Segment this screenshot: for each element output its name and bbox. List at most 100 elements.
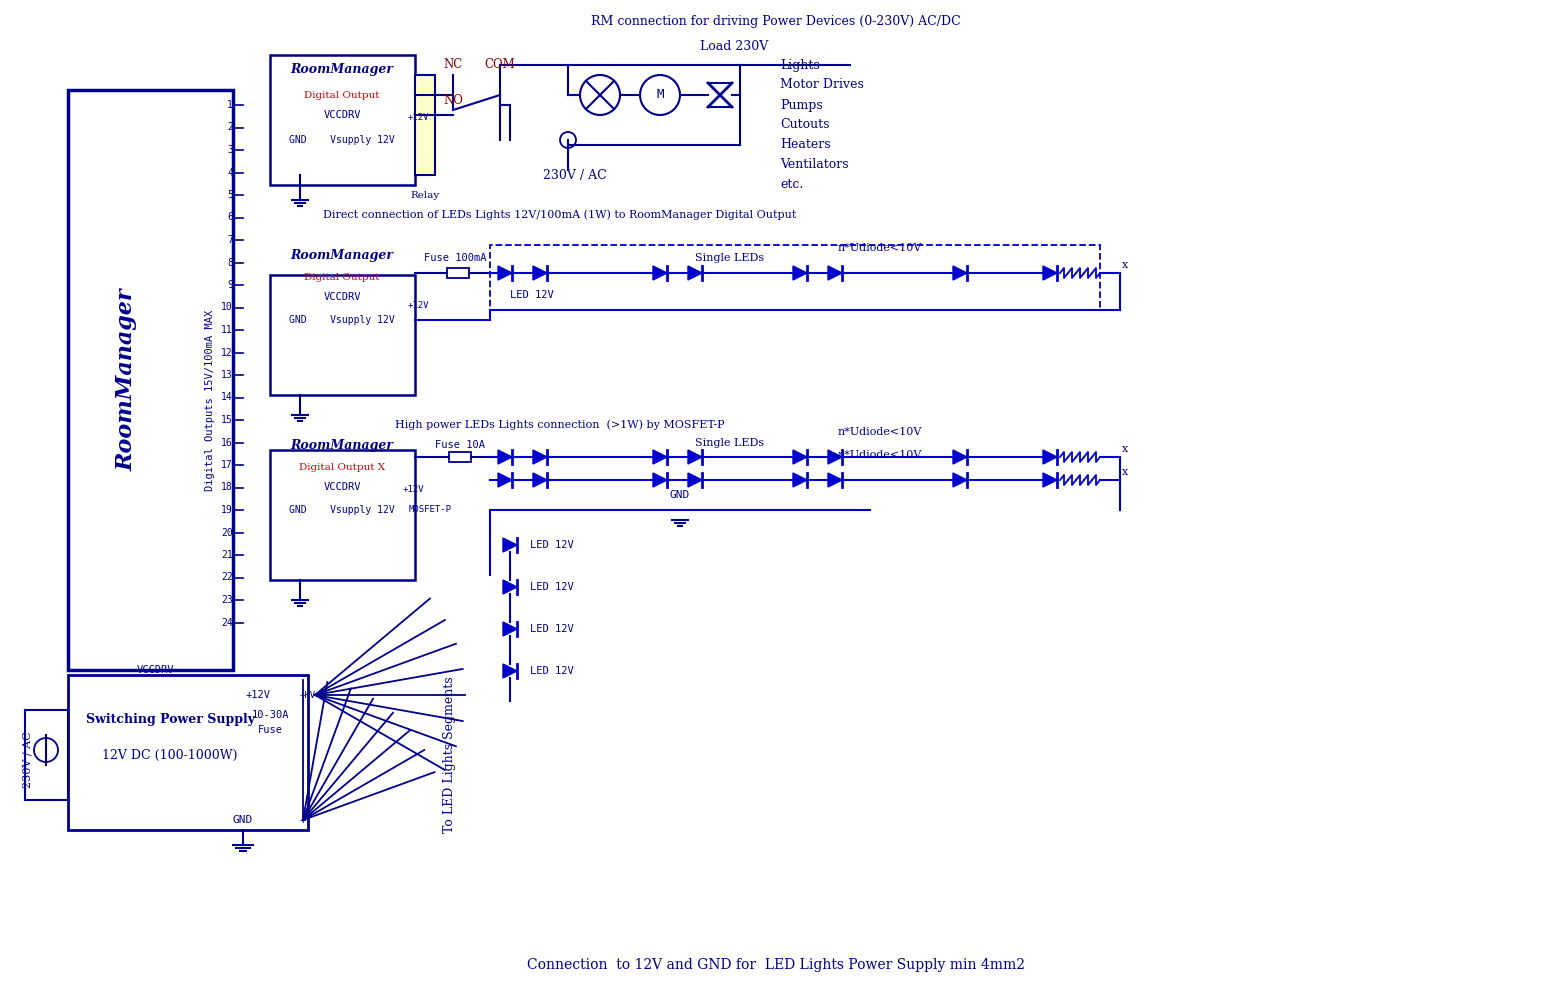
Text: +12V: +12V bbox=[407, 301, 429, 310]
Text: 7: 7 bbox=[227, 235, 233, 245]
Text: +HV: +HV bbox=[300, 690, 317, 700]
Text: 17: 17 bbox=[221, 460, 233, 470]
Polygon shape bbox=[503, 664, 517, 678]
Bar bbox=[449, 452, 471, 462]
Bar bbox=[68, 675, 307, 830]
Text: Direct connection of LEDs Lights 12V/100mA (1W) to RoomManager Digital Output: Direct connection of LEDs Lights 12V/100… bbox=[323, 209, 797, 220]
Text: Cutouts: Cutouts bbox=[780, 119, 829, 132]
Text: Digital Output: Digital Output bbox=[304, 90, 380, 99]
Text: 230V / AC: 230V / AC bbox=[23, 731, 33, 788]
Text: x: x bbox=[1121, 444, 1127, 454]
Text: NO: NO bbox=[443, 93, 463, 106]
Text: LED 12V: LED 12V bbox=[530, 582, 573, 592]
Text: 21: 21 bbox=[221, 550, 233, 560]
Bar bbox=[447, 268, 469, 278]
Text: 11: 11 bbox=[221, 325, 233, 335]
Polygon shape bbox=[503, 580, 517, 594]
Polygon shape bbox=[499, 266, 512, 280]
Polygon shape bbox=[688, 266, 702, 280]
Text: 5: 5 bbox=[227, 190, 233, 200]
Text: RM connection for driving Power Devices (0-230V) AC/DC: RM connection for driving Power Devices … bbox=[592, 16, 961, 29]
Text: n*Udiode<10V: n*Udiode<10V bbox=[837, 450, 922, 460]
Polygon shape bbox=[828, 473, 842, 487]
Text: Digital Output X: Digital Output X bbox=[298, 462, 385, 472]
Text: GND    Vsupply 12V: GND Vsupply 12V bbox=[289, 315, 394, 325]
Text: LED 12V: LED 12V bbox=[509, 290, 554, 300]
Text: 4: 4 bbox=[227, 167, 233, 178]
Text: 6: 6 bbox=[227, 212, 233, 222]
Text: 12: 12 bbox=[221, 348, 233, 358]
Text: etc.: etc. bbox=[780, 179, 803, 192]
Polygon shape bbox=[1044, 266, 1058, 280]
Polygon shape bbox=[794, 450, 808, 464]
Polygon shape bbox=[533, 450, 547, 464]
Polygon shape bbox=[499, 473, 512, 487]
Polygon shape bbox=[828, 450, 842, 464]
Text: +12V: +12V bbox=[245, 690, 270, 700]
Text: To LED Lights Segments: To LED Lights Segments bbox=[444, 676, 457, 834]
Polygon shape bbox=[954, 473, 968, 487]
Polygon shape bbox=[688, 450, 702, 464]
Polygon shape bbox=[954, 450, 968, 464]
Polygon shape bbox=[652, 473, 666, 487]
Text: 10-30A: 10-30A bbox=[252, 710, 289, 720]
Text: x: x bbox=[1121, 467, 1127, 477]
Text: VCCDRV: VCCDRV bbox=[137, 665, 174, 675]
Text: 22: 22 bbox=[221, 572, 233, 583]
Bar bbox=[270, 275, 415, 395]
Text: NC: NC bbox=[443, 59, 463, 72]
Text: 13: 13 bbox=[221, 370, 233, 380]
Text: RoomManager: RoomManager bbox=[290, 438, 393, 451]
Polygon shape bbox=[1044, 473, 1058, 487]
Bar bbox=[270, 450, 415, 580]
Text: 2: 2 bbox=[227, 123, 233, 133]
Bar bbox=[270, 55, 415, 185]
Text: 9: 9 bbox=[227, 280, 233, 290]
Text: VCCDRV: VCCDRV bbox=[323, 110, 360, 120]
Text: 15: 15 bbox=[221, 415, 233, 425]
Text: x: x bbox=[1121, 260, 1127, 270]
Text: Motor Drives: Motor Drives bbox=[780, 79, 863, 91]
Text: Lights: Lights bbox=[780, 59, 820, 72]
Text: 24: 24 bbox=[221, 617, 233, 627]
Text: 16: 16 bbox=[221, 437, 233, 447]
Polygon shape bbox=[499, 450, 512, 464]
Text: Digital Outputs 15V/100mA MAX: Digital Outputs 15V/100mA MAX bbox=[205, 310, 214, 491]
Polygon shape bbox=[503, 538, 517, 552]
Text: Connection  to 12V and GND for  LED Lights Power Supply min 4mm2: Connection to 12V and GND for LED Lights… bbox=[526, 958, 1025, 972]
Text: Digital Output: Digital Output bbox=[304, 272, 380, 281]
Text: GND: GND bbox=[669, 490, 690, 500]
Text: 23: 23 bbox=[221, 595, 233, 605]
Text: GND: GND bbox=[233, 815, 253, 825]
Text: 230V / AC: 230V / AC bbox=[544, 168, 607, 182]
Text: VCCDRV: VCCDRV bbox=[323, 292, 360, 302]
Text: 1: 1 bbox=[227, 100, 233, 110]
Text: GND    Vsupply 12V: GND Vsupply 12V bbox=[289, 505, 394, 515]
Text: MOSFET-P: MOSFET-P bbox=[408, 505, 452, 514]
Polygon shape bbox=[533, 473, 547, 487]
Polygon shape bbox=[828, 266, 842, 280]
Text: RoomManager: RoomManager bbox=[290, 249, 393, 261]
Text: 19: 19 bbox=[221, 505, 233, 515]
Text: 20: 20 bbox=[221, 528, 233, 538]
Bar bbox=[491, 245, 1100, 310]
Text: Pumps: Pumps bbox=[780, 98, 823, 111]
Text: LED 12V: LED 12V bbox=[530, 540, 573, 550]
Text: n*Udiode<10V: n*Udiode<10V bbox=[837, 243, 922, 253]
Text: Heaters: Heaters bbox=[780, 139, 831, 151]
Text: LED 12V: LED 12V bbox=[530, 624, 573, 634]
Text: +12V: +12V bbox=[402, 486, 424, 494]
Text: 12V DC (100-1000W): 12V DC (100-1000W) bbox=[102, 748, 238, 762]
Polygon shape bbox=[652, 450, 666, 464]
Text: VCCDRV: VCCDRV bbox=[323, 482, 360, 492]
Text: RoomManager: RoomManager bbox=[116, 289, 138, 471]
Text: Single LEDs: Single LEDs bbox=[696, 438, 764, 448]
Text: +: + bbox=[300, 815, 306, 825]
Text: +12V: +12V bbox=[407, 113, 429, 123]
Text: 14: 14 bbox=[221, 392, 233, 402]
Text: 10: 10 bbox=[221, 303, 233, 313]
Text: Switching Power Supply: Switching Power Supply bbox=[85, 714, 255, 726]
Bar bbox=[68, 90, 233, 670]
Text: Load 230V: Load 230V bbox=[700, 40, 769, 53]
Text: LED 12V: LED 12V bbox=[530, 666, 573, 676]
